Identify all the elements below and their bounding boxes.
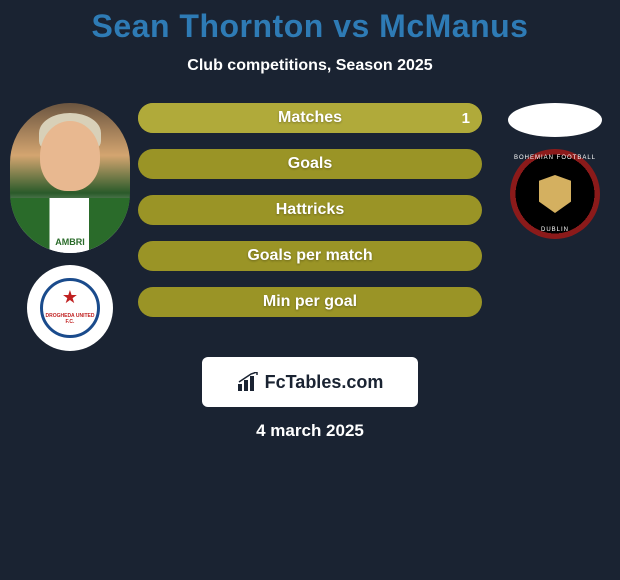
page-title: Sean Thornton vs McManus (0, 8, 620, 45)
infographic-container: Sean Thornton vs McManus Club competitio… (0, 0, 620, 449)
bar-label: Matches (138, 103, 482, 133)
stat-row: Hattricks (138, 195, 482, 225)
chart-icon (237, 372, 261, 392)
team-badge-left-inner: ★ DROGHEDA UNITED F.C. (40, 278, 100, 338)
bar-label: Min per goal (138, 287, 482, 317)
right-column: BOHEMIAN FOOTBALL DUBLIN (500, 103, 610, 239)
stat-row: Goals per match (138, 241, 482, 271)
bar-value-right: 1 (462, 103, 470, 133)
stat-row: Matches1 (138, 103, 482, 133)
stats-bars: Matches1 Goals Hattricks Goals per match Min… (138, 103, 482, 317)
bar-label: Goals per match (138, 241, 482, 271)
bar-label: Hattricks (138, 195, 482, 225)
bar-label: Goals (138, 149, 482, 179)
subtitle: Club competitions, Season 2025 (0, 57, 620, 75)
star-icon: ★ (62, 287, 78, 308)
badge-text: DROGHEDA UNITED F.C. (43, 313, 97, 325)
stat-row: Goals (138, 149, 482, 179)
team-badge-left: ★ DROGHEDA UNITED F.C. (27, 265, 113, 351)
jersey-text: AMBRI (55, 237, 85, 247)
main-area: AMBRI ★ DROGHEDA UNITED F.C. BOHEMIAN FO… (0, 103, 620, 317)
branding-label: FcTables.com (265, 372, 384, 393)
player-photo-right-placeholder (508, 103, 602, 137)
player-photo-left: AMBRI (10, 103, 130, 253)
stat-row: Min per goal (138, 287, 482, 317)
player-head (40, 121, 100, 191)
branding-badge: FcTables.com (202, 357, 418, 407)
team-badge-right: BOHEMIAN FOOTBALL DUBLIN (510, 149, 600, 239)
left-column: AMBRI ★ DROGHEDA UNITED F.C. (10, 103, 130, 351)
player-jersey: AMBRI (10, 198, 130, 253)
date-label: 4 march 2025 (0, 421, 620, 441)
